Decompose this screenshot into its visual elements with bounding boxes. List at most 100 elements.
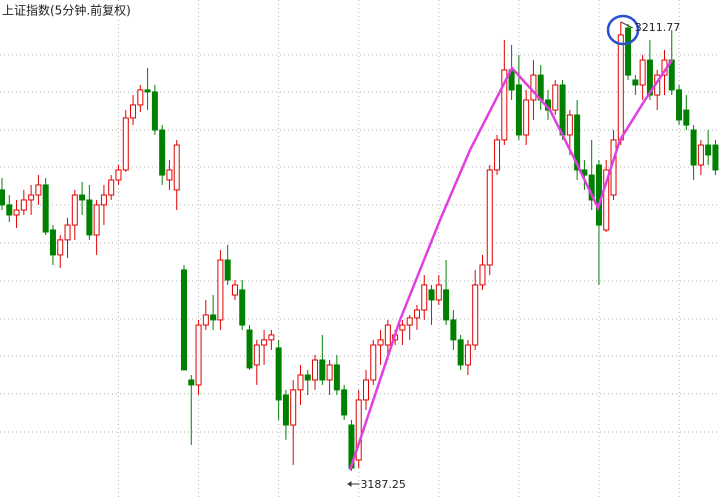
- candle-body: [57, 239, 64, 256]
- candle-body: [202, 314, 209, 326]
- candle-body: [79, 194, 86, 201]
- candle-body: [268, 334, 275, 341]
- candle-body: [224, 259, 231, 281]
- arrow-head: [347, 480, 352, 487]
- candle-body: [530, 74, 537, 101]
- candle-body: [523, 99, 530, 136]
- candle-body: [472, 284, 479, 346]
- candle-body: [683, 109, 690, 126]
- candle-body: [217, 259, 224, 321]
- candle-body: [290, 389, 297, 426]
- candle-body: [42, 184, 49, 233]
- candle-body: [464, 344, 471, 366]
- candle-body: [173, 144, 180, 191]
- candle-body: [28, 194, 35, 201]
- candle-body: [13, 209, 20, 216]
- candle-body: [705, 144, 712, 156]
- candle-body: [457, 339, 464, 366]
- trend-drawing: [348, 59, 674, 471]
- candle-body: [239, 289, 246, 326]
- candle-body: [319, 359, 326, 381]
- candle-body: [646, 59, 653, 96]
- candle-body: [108, 179, 115, 196]
- annotation-layer: 3211.77 3187.25: [347, 21, 680, 491]
- candle-body: [35, 184, 42, 196]
- candle-body: [494, 139, 501, 171]
- candle-body: [697, 144, 704, 166]
- candle-body: [450, 319, 457, 341]
- candle-body: [486, 169, 493, 266]
- highlight-circle: [606, 14, 640, 46]
- candle-body: [370, 344, 377, 381]
- candle-body: [297, 374, 304, 391]
- candle-body: [341, 389, 348, 416]
- candle-layer: [0, 21, 719, 471]
- candle-body: [676, 89, 683, 121]
- candle-body: [144, 89, 151, 93]
- candle-body: [479, 264, 486, 286]
- candle-body: [377, 339, 384, 346]
- candle-body: [93, 204, 100, 236]
- candle-body: [515, 84, 522, 136]
- candle-body: [282, 394, 289, 426]
- candle-body: [617, 34, 624, 141]
- candle-body: [413, 309, 420, 319]
- candle-body: [100, 194, 107, 206]
- candle-body: [64, 224, 71, 241]
- title-bg: [0, 2, 128, 20]
- candle-body: [246, 329, 253, 369]
- candle-body: [115, 169, 122, 181]
- candle-body: [355, 399, 362, 461]
- candle-body: [261, 339, 268, 346]
- candle-body: [435, 284, 442, 301]
- candle-body: [86, 199, 93, 236]
- candle-body: [304, 374, 311, 381]
- candle-body: [595, 164, 602, 226]
- candle-body: [363, 379, 369, 401]
- chart-title: 上证指数(5分钟.前复权): [2, 3, 131, 18]
- candle-body: [428, 289, 435, 301]
- candle-body: [312, 359, 319, 381]
- candle-body: [166, 169, 173, 181]
- candle-body: [552, 84, 559, 111]
- candle-body: [384, 324, 391, 346]
- candle-body: [625, 27, 632, 76]
- candle-body: [443, 289, 450, 321]
- candle-body: [566, 114, 573, 136]
- candle-body: [632, 79, 639, 86]
- high-label: 3211.77: [635, 21, 681, 34]
- candle-body: [712, 144, 719, 171]
- candle-body: [195, 324, 202, 386]
- candle-body: [559, 84, 566, 136]
- candle-body: [71, 194, 78, 226]
- candle-body: [122, 117, 129, 171]
- candle-body: [188, 379, 195, 386]
- candle-body: [49, 229, 56, 256]
- candle-body: [253, 344, 260, 366]
- candle-body: [333, 364, 340, 391]
- candle-body: [6, 204, 13, 216]
- candle-body: [210, 314, 217, 321]
- candle-body: [421, 284, 428, 311]
- candle-body: [181, 269, 187, 371]
- candle-body: [20, 199, 27, 211]
- candle-body: [406, 317, 413, 326]
- candle-body: [130, 104, 137, 119]
- candle-body: [690, 129, 697, 166]
- candle-body: [574, 114, 581, 171]
- low-label: 3187.25: [360, 478, 406, 491]
- candle-body: [639, 59, 646, 86]
- candle-body: [326, 364, 333, 381]
- candle-body: [151, 91, 158, 131]
- candle-body: [137, 89, 144, 106]
- candle-body: [399, 324, 406, 331]
- candle-body: [159, 129, 166, 176]
- candle-body: [501, 69, 508, 141]
- candle-body: [231, 284, 238, 296]
- leader-line: [620, 21, 634, 29]
- candle-body: [603, 169, 610, 231]
- candle-body: [0, 189, 5, 206]
